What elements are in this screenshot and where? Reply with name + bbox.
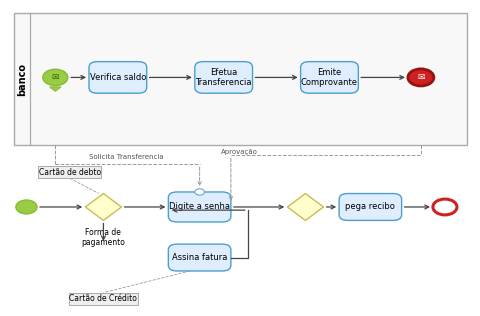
Text: Cartão de debto: Cartão de debto — [38, 168, 101, 177]
Polygon shape — [287, 193, 323, 221]
Text: ✉: ✉ — [51, 73, 59, 82]
Circle shape — [43, 69, 68, 86]
FancyBboxPatch shape — [168, 192, 230, 222]
Text: Emite
Comprovante: Emite Comprovante — [300, 68, 357, 87]
Text: banco: banco — [17, 63, 27, 95]
Circle shape — [194, 189, 204, 195]
Bar — [38, 166, 101, 178]
FancyBboxPatch shape — [194, 62, 252, 93]
FancyBboxPatch shape — [89, 62, 146, 93]
Circle shape — [16, 200, 37, 214]
Text: Forma de
pagamento: Forma de pagamento — [81, 228, 125, 247]
Text: Aprovação: Aprovação — [221, 149, 258, 155]
Bar — [69, 293, 138, 305]
Circle shape — [432, 199, 456, 215]
FancyBboxPatch shape — [338, 193, 401, 221]
Text: Solicita Transferencia: Solicita Transferencia — [89, 154, 163, 160]
Polygon shape — [85, 193, 121, 221]
Text: Assina fatura: Assina fatura — [171, 253, 227, 262]
Text: Verifica saldo: Verifica saldo — [89, 73, 146, 82]
Bar — [14, 13, 466, 145]
FancyBboxPatch shape — [168, 244, 230, 271]
Text: Digite a senha: Digite a senha — [169, 203, 229, 211]
FancyBboxPatch shape — [300, 62, 358, 93]
Polygon shape — [49, 87, 61, 91]
Text: Efetua
Transferencia: Efetua Transferencia — [195, 68, 252, 87]
Text: ✉: ✉ — [416, 73, 424, 82]
Text: Cartão de Crédito: Cartão de Crédito — [69, 294, 137, 303]
Text: pega recibo: pega recibo — [345, 203, 395, 211]
Circle shape — [407, 69, 433, 86]
